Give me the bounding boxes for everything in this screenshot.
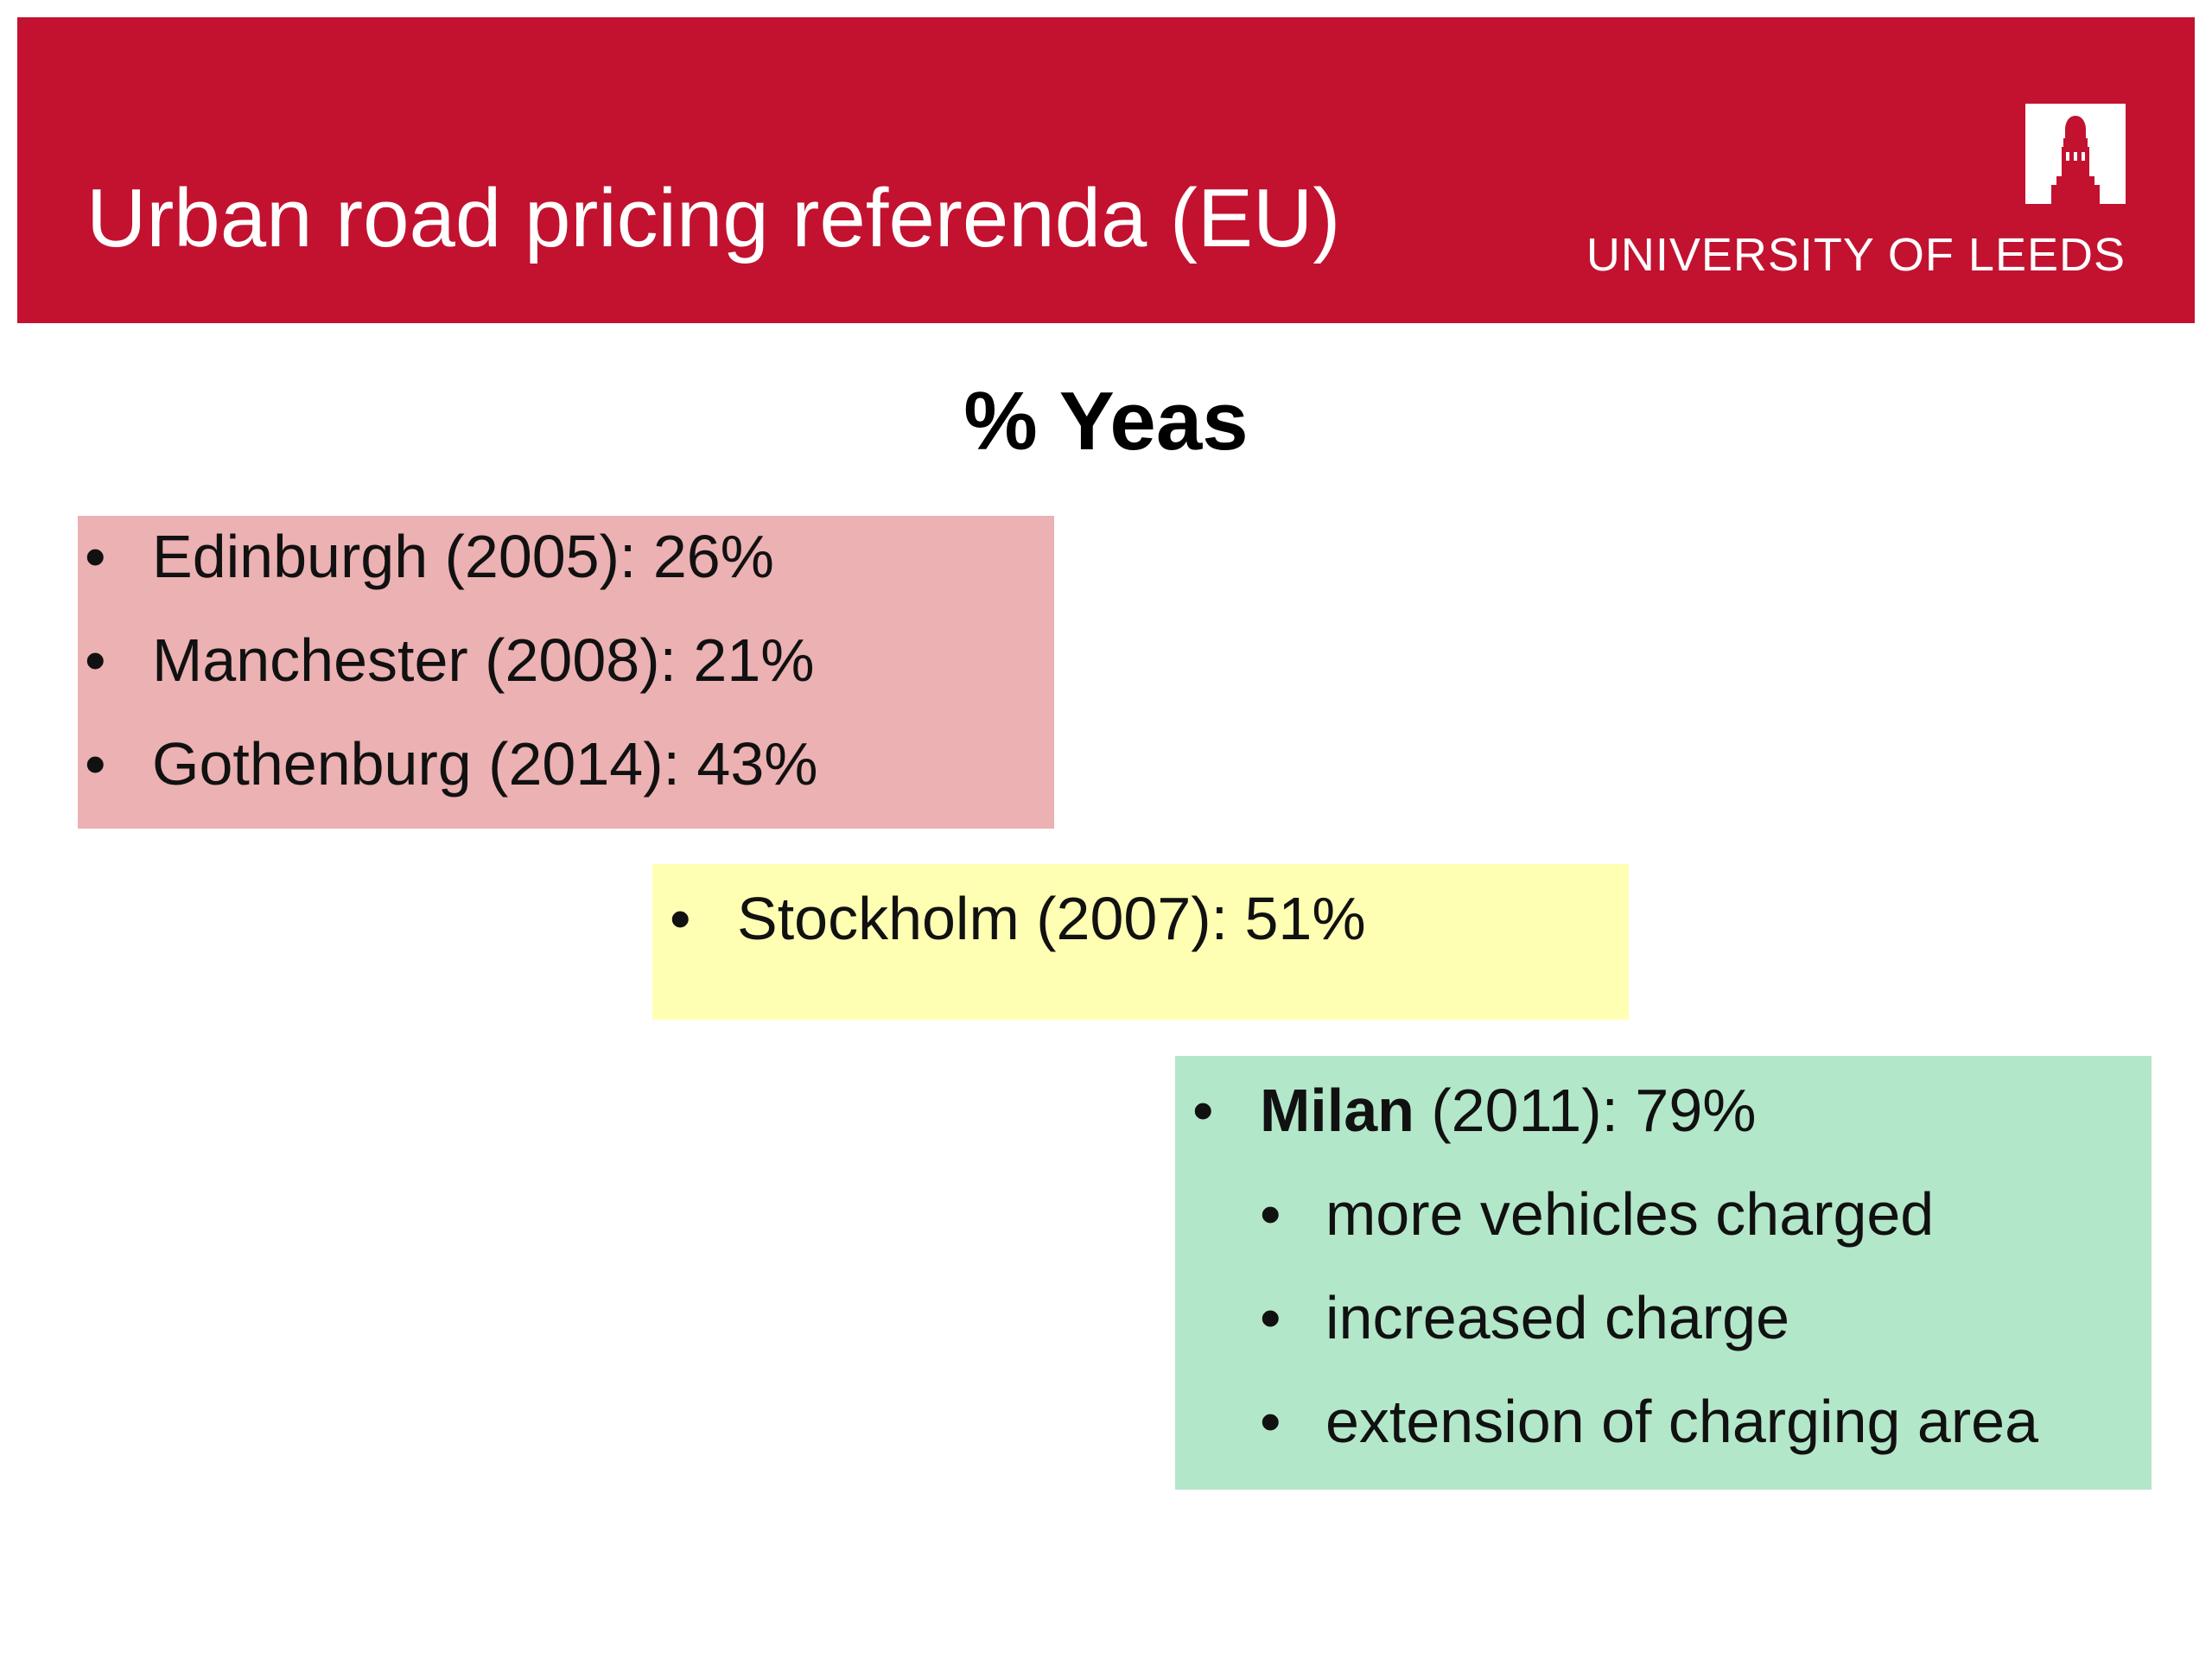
bullet: • bbox=[85, 523, 106, 590]
referendum-entry: Stockholm (2007): 51% bbox=[737, 885, 1366, 952]
university-name: UNIVERSITY OF LEEDS bbox=[1586, 229, 2126, 281]
slide-header: Urban road pricing referenda (EU) UNIVER… bbox=[17, 17, 2195, 323]
referendum-entry: Manchester (2008): 21% bbox=[152, 626, 815, 694]
city-name: Milan bbox=[1260, 1077, 1414, 1144]
list-item: • Milan (2011): 79% • more vehicles char… bbox=[1192, 1080, 2038, 1495]
bullet: • bbox=[85, 626, 106, 694]
high-support-list: • Milan (2011): 79% • more vehicles char… bbox=[1192, 1080, 2038, 1495]
parkinson-tower-icon bbox=[2025, 104, 2126, 204]
referendum-entry: Edinburgh (2005): 26% bbox=[152, 523, 774, 590]
list-item: • Manchester (2008): 21% bbox=[85, 630, 818, 734]
medium-support-box: • Stockholm (2007): 51% bbox=[652, 864, 1629, 1020]
bullet: • bbox=[85, 730, 106, 798]
bullet: • bbox=[1260, 1284, 1281, 1351]
list-item: • Stockholm (2007): 51% bbox=[670, 888, 1366, 949]
low-support-box: • Edinburgh (2005): 26% • Manchester (20… bbox=[78, 516, 1054, 829]
list-item: • Edinburgh (2005): 26% bbox=[85, 526, 818, 630]
bullet: • bbox=[670, 885, 691, 952]
referendum-entry: Gothenburg (2014): 43% bbox=[152, 730, 818, 798]
detail-entry: more vehicles charged bbox=[1325, 1180, 1935, 1248]
low-support-list: • Edinburgh (2005): 26% • Manchester (20… bbox=[85, 526, 818, 837]
high-support-box: • Milan (2011): 79% • more vehicles char… bbox=[1175, 1056, 2152, 1490]
detail-entry: extension of charging area bbox=[1325, 1388, 2038, 1455]
list-item: • extension of charging area bbox=[1260, 1391, 2038, 1495]
bullet: • bbox=[1192, 1077, 1214, 1144]
medium-support-list: • Stockholm (2007): 51% bbox=[670, 888, 1366, 949]
slide-subtitle: % Yeas bbox=[963, 375, 1249, 467]
bullet: • bbox=[1260, 1180, 1281, 1248]
referendum-detail: (2011): 79% bbox=[1414, 1077, 1757, 1144]
milan-details-list: • more vehicles charged • increased char… bbox=[1260, 1184, 2038, 1495]
list-item: • Gothenburg (2014): 43% bbox=[85, 734, 818, 837]
list-item: • increased charge bbox=[1260, 1287, 2038, 1391]
detail-entry: increased charge bbox=[1325, 1284, 1789, 1351]
slide-title: Urban road pricing referenda (EU) bbox=[86, 172, 1341, 264]
list-item: • more vehicles charged bbox=[1260, 1184, 2038, 1287]
bullet: • bbox=[1260, 1388, 1281, 1455]
university-logo: UNIVERSITY OF LEEDS bbox=[1573, 104, 2126, 294]
